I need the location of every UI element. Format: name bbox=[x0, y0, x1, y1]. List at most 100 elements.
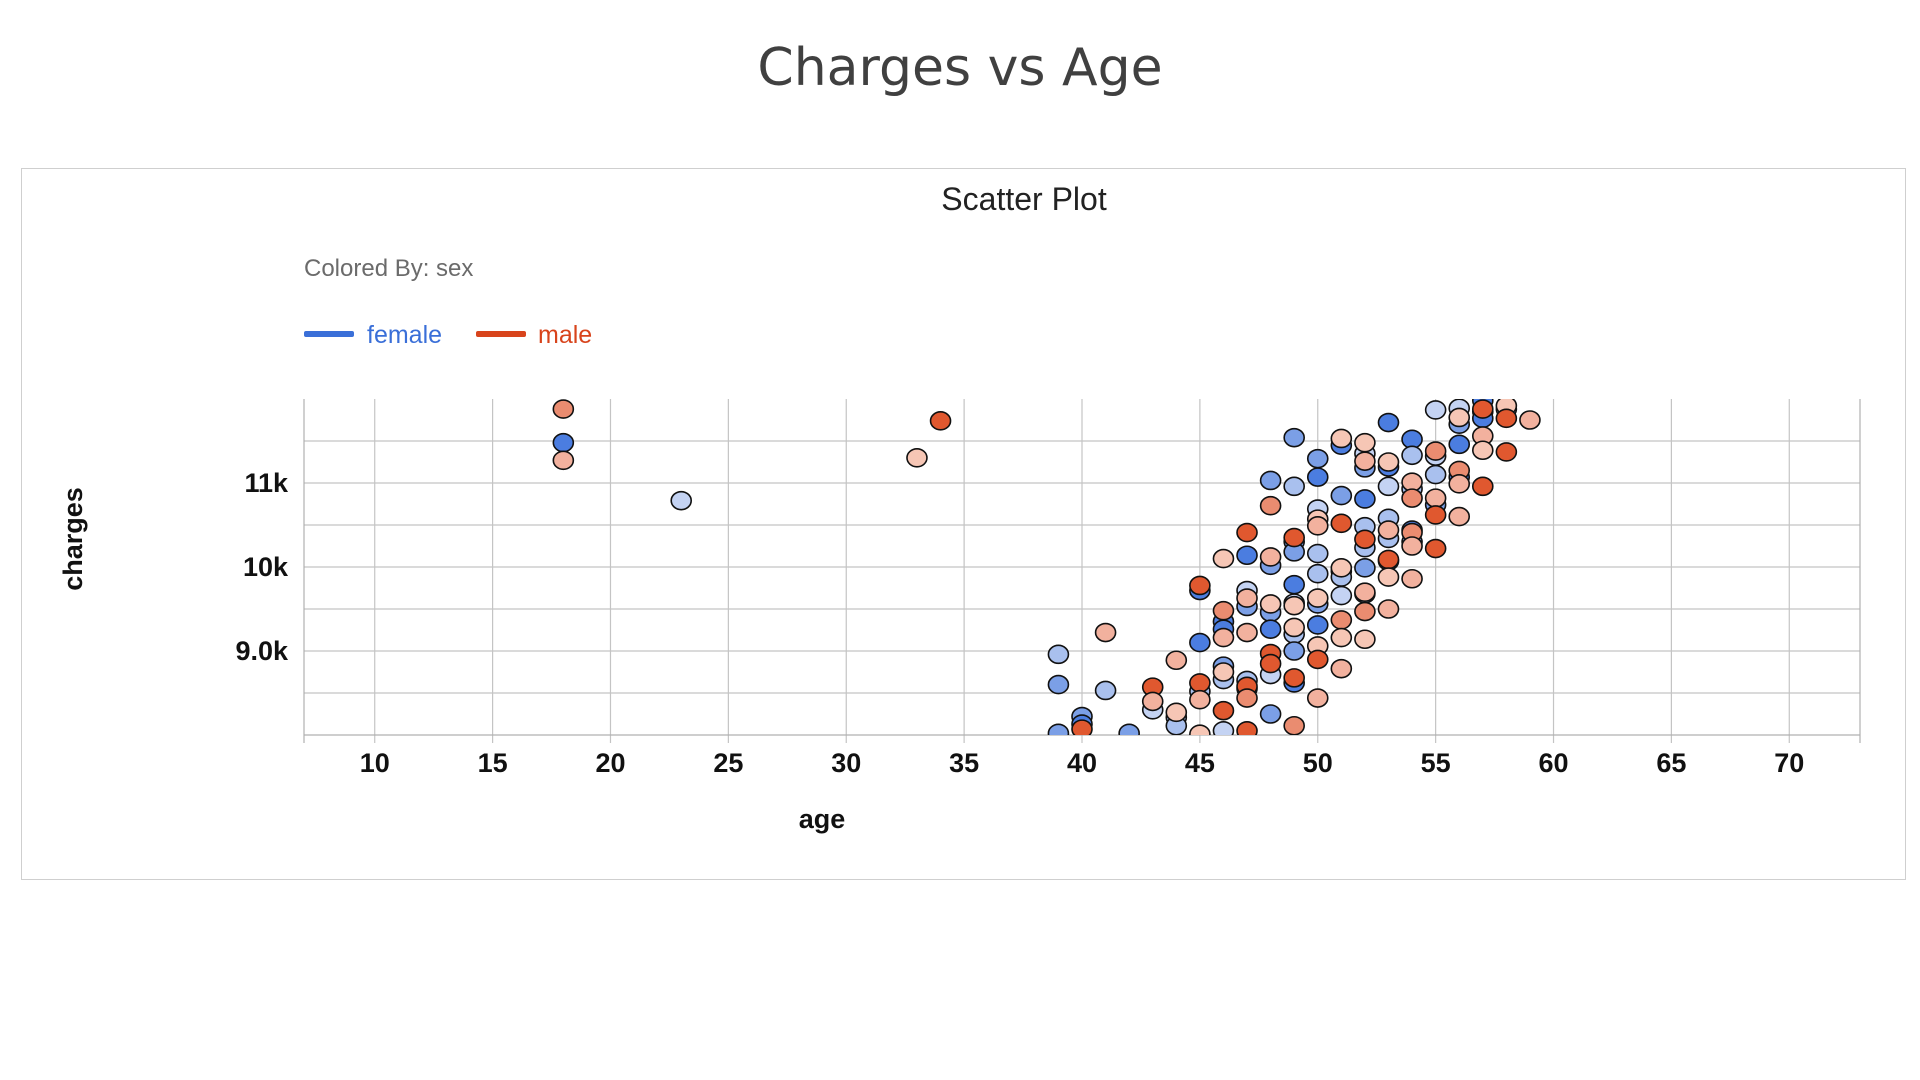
data-point-female bbox=[1189, 632, 1211, 653]
color-by-label: Colored By: sex bbox=[304, 255, 473, 282]
data-point-female bbox=[1047, 644, 1070, 665]
data-point-male bbox=[1212, 600, 1235, 621]
data-point-male bbox=[1424, 538, 1447, 559]
x-tick-label: 50 bbox=[1303, 748, 1333, 778]
data-point-female bbox=[1283, 574, 1305, 595]
data-point-male bbox=[1354, 601, 1376, 622]
data-point-male bbox=[1495, 408, 1518, 429]
data-point-male bbox=[1401, 568, 1423, 589]
data-point-female bbox=[552, 432, 575, 453]
data-point-male bbox=[552, 450, 575, 471]
x-axis-label: age bbox=[799, 804, 846, 834]
data-point-male bbox=[1354, 582, 1376, 603]
x-tick-label: 30 bbox=[831, 748, 861, 778]
data-point-male bbox=[1330, 658, 1353, 679]
y-tick-label: 11k bbox=[244, 468, 289, 498]
data-point-male bbox=[1448, 407, 1471, 428]
data-point-male bbox=[1377, 520, 1400, 540]
data-point-male bbox=[1377, 452, 1400, 472]
data-point-male bbox=[1354, 451, 1376, 471]
data-point-male bbox=[1519, 410, 1541, 430]
data-point-male bbox=[1259, 547, 1282, 567]
data-point-male bbox=[552, 399, 575, 419]
data-point-female bbox=[1259, 470, 1282, 491]
data-point-male bbox=[1283, 715, 1305, 735]
data-point-female bbox=[1259, 619, 1282, 639]
data-point-female bbox=[670, 490, 693, 511]
data-point-male bbox=[1236, 588, 1258, 608]
data-point-male bbox=[1424, 488, 1447, 508]
data-point-male bbox=[1212, 662, 1235, 682]
data-point-male bbox=[1377, 567, 1400, 587]
data-point-male bbox=[1377, 549, 1400, 570]
data-point-female bbox=[1306, 615, 1329, 635]
data-point-male bbox=[1283, 595, 1305, 616]
data-point-male bbox=[1212, 548, 1235, 569]
data-point-male bbox=[1377, 599, 1400, 619]
data-point-male bbox=[1236, 522, 1258, 543]
y-tick-label: 10k bbox=[243, 552, 289, 582]
legend-female-swatch bbox=[304, 331, 354, 337]
slide-title: Charges vs Age bbox=[757, 38, 1163, 98]
data-point-male bbox=[1306, 688, 1329, 708]
data-point-male bbox=[1330, 558, 1353, 578]
data-point-female bbox=[1424, 400, 1447, 420]
data-point-male bbox=[1189, 575, 1211, 596]
data-point-male bbox=[1306, 649, 1329, 670]
data-point-male bbox=[1448, 506, 1471, 527]
data-point-male bbox=[1354, 529, 1376, 550]
y-axis-label: charges bbox=[58, 487, 88, 591]
data-point-male bbox=[1236, 622, 1258, 643]
data-point-female bbox=[1212, 721, 1235, 735]
x-tick-label: 35 bbox=[949, 748, 979, 778]
data-point-male bbox=[1259, 495, 1282, 516]
data-point-female bbox=[1306, 563, 1329, 584]
data-point-female bbox=[1259, 704, 1282, 724]
data-point-female bbox=[1283, 476, 1305, 497]
x-tick-label: 55 bbox=[1421, 748, 1451, 778]
data-point-male bbox=[1330, 513, 1353, 534]
data-point-female bbox=[1306, 448, 1329, 469]
data-point-female bbox=[1306, 543, 1329, 564]
data-point-male bbox=[1259, 653, 1282, 674]
grid bbox=[303, 399, 1861, 743]
data-point-female bbox=[1283, 427, 1305, 448]
data-point-female bbox=[1094, 680, 1117, 701]
y-tick-labels: 9.0k 10k 11k bbox=[235, 468, 289, 666]
data-point-male bbox=[1471, 440, 1494, 461]
data-point-male bbox=[1471, 399, 1494, 419]
data-point-female bbox=[1283, 641, 1305, 661]
data-point-female bbox=[1377, 476, 1400, 497]
data-point-male bbox=[1401, 488, 1423, 508]
data-point-male bbox=[1189, 673, 1211, 693]
data-point-female bbox=[1401, 445, 1423, 466]
data-point-female bbox=[1354, 489, 1376, 509]
data-point-male bbox=[1471, 476, 1494, 497]
data-point-male bbox=[1354, 629, 1376, 650]
legend-male-label: male bbox=[538, 321, 592, 349]
data-point-male bbox=[929, 411, 952, 431]
data-point-male bbox=[1189, 724, 1211, 735]
data-point-male bbox=[1236, 721, 1258, 735]
data-point-male bbox=[1330, 428, 1353, 449]
data-point-male bbox=[1141, 691, 1164, 712]
data-point-female bbox=[1236, 545, 1258, 566]
data-point-female bbox=[1118, 723, 1140, 735]
data-point-male bbox=[1424, 441, 1447, 461]
data-point-female bbox=[1448, 434, 1471, 455]
data-point-male bbox=[1330, 610, 1353, 630]
chart-title: Scatter Plot bbox=[941, 181, 1107, 217]
y-tick-label: 9.0k bbox=[235, 636, 289, 666]
data-point-male bbox=[1424, 505, 1447, 525]
x-tick-label: 40 bbox=[1067, 748, 1097, 778]
data-point-male bbox=[1283, 668, 1305, 688]
chart-panel: Scatter Plot Colored By: sex female male… bbox=[21, 168, 1906, 880]
legend-male-swatch bbox=[476, 331, 526, 337]
data-point-female bbox=[1047, 723, 1070, 735]
x-tick-label: 20 bbox=[595, 748, 625, 778]
data-point-female bbox=[1306, 467, 1329, 487]
data-point-male bbox=[906, 447, 928, 468]
data-point-male bbox=[1306, 588, 1329, 608]
data-points bbox=[552, 399, 1541, 735]
x-tick-label: 10 bbox=[360, 748, 390, 778]
